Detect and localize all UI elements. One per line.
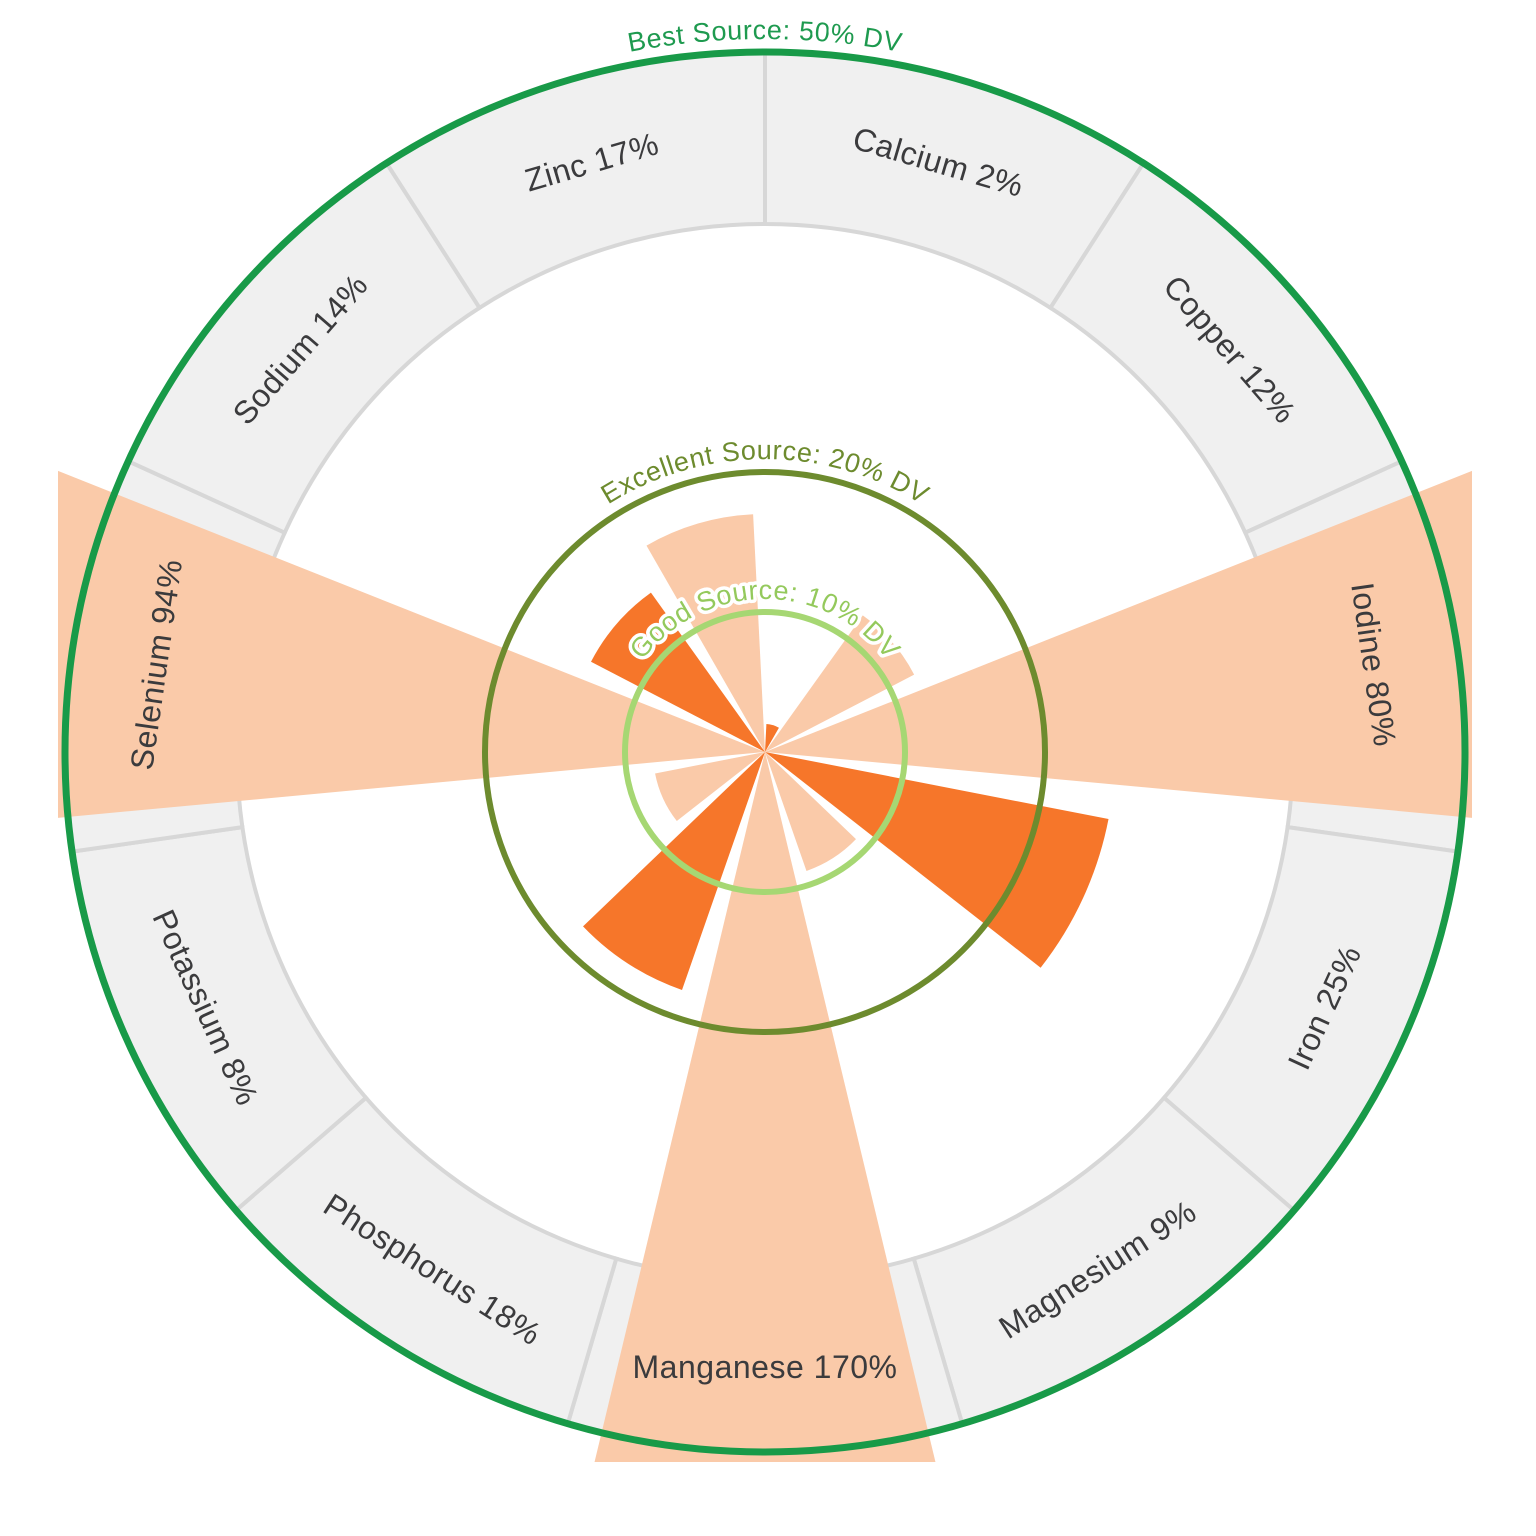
wedge-iodine: [765, 470, 1472, 818]
threshold-circle-best-source: [61, 48, 1469, 1456]
wedge-potassium: [655, 752, 765, 822]
wedge-copper: [765, 615, 915, 752]
threshold-circles: [61, 48, 1469, 1456]
wedge-magnesium: [765, 752, 856, 871]
wedges: [58, 470, 1472, 1462]
wedge-manganese: [594, 752, 936, 1462]
wedge-iron: [765, 752, 1109, 968]
threshold-circle-excellent-source: [482, 469, 1048, 1035]
wedge-sodium: [591, 592, 765, 752]
wedge-phosphorus: [583, 752, 765, 990]
wedge-calcium: [765, 724, 779, 752]
wedge-zinc: [646, 514, 765, 752]
mineral-label-manganese: Manganese 170%: [633, 1349, 898, 1385]
wedge-selenium: [58, 470, 765, 818]
threshold-circle-good-source: [622, 609, 908, 895]
